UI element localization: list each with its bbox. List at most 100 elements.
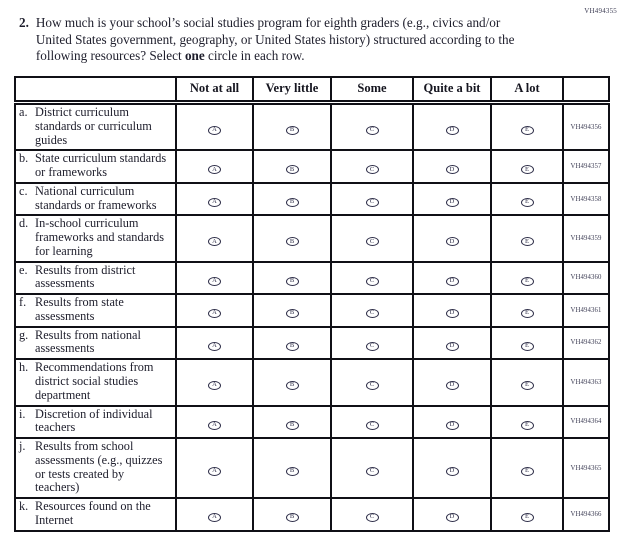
answer-bubble-a-lot[interactable]: E [520,341,534,351]
answer-bubble-some[interactable]: C [365,197,379,207]
question-text-end: circle in each row. [204,48,305,63]
answer-bubble-very-little[interactable]: B [285,165,299,175]
answer-bubble-very-little[interactable]: B [285,197,299,207]
row-letter: i. [19,406,26,421]
column-header-quite-a-bit: Quite a bit [412,76,492,105]
answer-bubble-a-lot[interactable]: E [520,466,534,476]
answer-bubble-a-lot[interactable]: E [520,276,534,286]
question-text-start: How much is your school’s social studies… [35,15,515,63]
answer-bubble-very-little[interactable]: B [285,276,299,286]
answer-bubble-very-little[interactable]: B [285,381,299,391]
answer-bubble-very-little[interactable]: B [285,466,299,476]
answer-bubble-quite-a-bit[interactable]: D [445,197,459,207]
row-code: VH494357 [562,149,610,184]
answer-bubble-some[interactable]: C [365,466,379,476]
answer-bubble-not-at-all[interactable]: A [208,237,221,247]
row-label: State curriculum standards or frameworks [35,151,167,180]
answer-bubble-not-at-all[interactable]: A [208,420,221,430]
answer-bubble-a-lot[interactable]: E [520,125,534,135]
answer-bubble-quite-a-bit[interactable]: D [445,341,459,351]
table-row: d. In-school curriculum frameworks and s… [14,214,610,263]
table-row: h. Recommendations from district social … [14,358,610,407]
answer-bubble-not-at-all[interactable]: A [208,381,221,391]
row-label: Results from district assessments [35,262,136,291]
answer-bubble-quite-a-bit[interactable]: D [445,381,459,391]
answer-bubble-some[interactable]: C [365,276,379,286]
answer-bubble-some[interactable]: C [365,341,379,351]
answer-bubble-a-lot[interactable]: E [520,381,534,391]
answer-bubble-quite-a-bit[interactable]: D [445,466,459,476]
answer-bubble-a-lot[interactable]: E [520,197,534,207]
question: 2. How much is your school’s social stud… [19,15,524,65]
row-label: Resources found on the Internet [35,499,151,527]
column-header-some: Some [330,76,414,105]
answer-bubble-not-at-all[interactable]: A [208,309,221,319]
answer-bubble-very-little[interactable]: B [285,341,299,351]
answer-bubble-some[interactable]: C [365,420,379,430]
question-text: How much is your school’s social studies… [36,15,524,65]
row-label: In-school curriculum frameworks and stan… [35,216,165,258]
answer-bubble-some[interactable]: C [365,237,379,247]
answer-bubble-some[interactable]: C [365,309,379,319]
answer-bubble-very-little[interactable]: B [285,309,299,319]
row-letter: k. [19,499,29,514]
row-label: Recommendations from district social stu… [35,360,154,402]
row-label: District curriculum standards or curricu… [35,105,152,147]
row-code: VH494365 [562,437,610,500]
answer-bubble-quite-a-bit[interactable]: D [445,165,459,175]
row-code: VH494359 [562,214,610,263]
table-row: f. Results from state assessments A B C … [14,293,610,328]
row-code: VH494358 [562,181,610,217]
answer-bubble-not-at-all[interactable]: A [208,165,221,175]
row-code: VH494360 [562,260,610,296]
answer-bubble-not-at-all[interactable]: A [208,466,221,476]
answer-bubble-not-at-all[interactable]: A [208,276,221,286]
table-row: e. Results from district assessments A B… [14,260,610,296]
answer-bubble-some[interactable]: C [365,165,379,175]
answer-bubble-quite-a-bit[interactable]: D [445,237,459,247]
table-row: j. Results from school assessments (e.g.… [14,437,610,500]
answer-bubble-quite-a-bit[interactable]: D [445,276,459,286]
row-letter: c. [19,183,28,198]
row-letter: d. [19,216,29,231]
row-letter: h. [19,360,29,375]
answer-bubble-very-little[interactable]: B [285,125,299,135]
answer-bubble-a-lot[interactable]: E [520,309,534,319]
answer-bubble-quite-a-bit[interactable]: D [445,309,459,319]
header-empty [14,76,177,105]
answer-bubble-a-lot[interactable]: E [520,513,534,523]
row-letter: e. [19,262,28,277]
header-empty-code [562,76,610,105]
answer-bubble-some[interactable]: C [365,513,379,523]
table-row: a. District curriculum standards or curr… [14,101,610,152]
answer-bubble-a-lot[interactable]: E [520,420,534,430]
row-label: Discretion of individual teachers [35,406,153,435]
row-code: VH494363 [562,358,610,407]
response-matrix: Not at all Very little Some Quite a bit … [14,76,610,532]
answer-bubble-very-little[interactable]: B [285,420,299,430]
row-letter: j. [19,439,26,454]
answer-bubble-a-lot[interactable]: E [520,165,534,175]
column-header-very-little: Very little [252,76,332,105]
question-number: 2. [19,15,29,30]
answer-bubble-quite-a-bit[interactable]: D [445,125,459,135]
row-letter: b. [19,151,29,166]
header-row: Not at all Very little Some Quite a bit … [14,76,610,105]
answer-bubble-a-lot[interactable]: E [520,237,534,247]
answer-bubble-very-little[interactable]: B [285,513,299,523]
answer-bubble-some[interactable]: C [365,381,379,391]
table-row: i. Discretion of individual teachers A B… [14,404,610,440]
row-label: Results from national assessments [35,327,141,356]
row-letter: f. [19,295,27,310]
answer-bubble-not-at-all[interactable]: A [208,513,221,523]
answer-bubble-quite-a-bit[interactable]: D [445,420,459,430]
question-bold-word: one [184,48,205,63]
answer-bubble-quite-a-bit[interactable]: D [445,513,459,523]
answer-bubble-not-at-all[interactable]: A [208,341,221,351]
answer-bubble-very-little[interactable]: B [285,237,299,247]
row-label: National curriculum standards or framewo… [35,183,157,212]
answer-bubble-not-at-all[interactable]: A [208,125,221,135]
column-header-not-at-all: Not at all [175,76,254,105]
answer-bubble-not-at-all[interactable]: A [208,197,221,207]
answer-bubble-some[interactable]: C [365,125,379,135]
